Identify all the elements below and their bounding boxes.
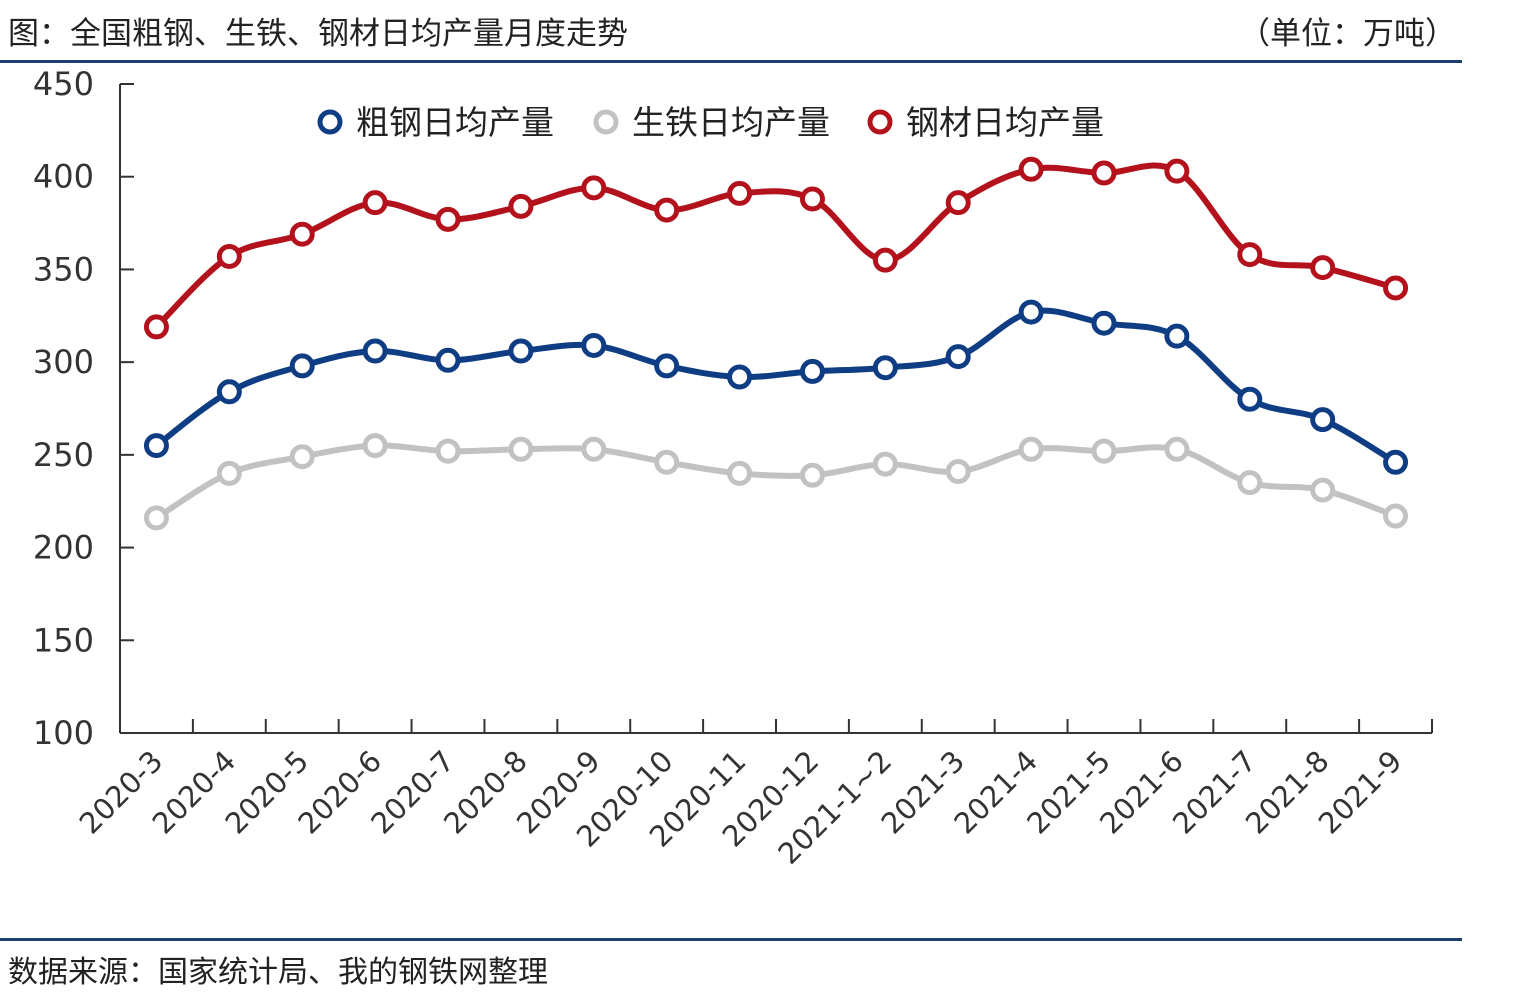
data-point	[654, 197, 680, 223]
y-tick-label: 400	[33, 158, 94, 196]
data-point	[945, 344, 971, 370]
data-point	[945, 459, 971, 485]
data-point	[799, 462, 825, 488]
series-line	[154, 162, 1397, 330]
data-point	[1237, 242, 1263, 268]
series-1	[143, 433, 1409, 531]
data-point	[872, 451, 898, 477]
y-tick-label: 450	[33, 65, 94, 103]
series-line	[154, 442, 1397, 521]
data-point	[1310, 255, 1336, 281]
data-point	[143, 314, 169, 340]
data-point	[1018, 299, 1044, 325]
data-point	[581, 436, 607, 462]
legend-label: 钢材日均产量	[906, 103, 1104, 142]
data-point	[1237, 470, 1263, 496]
data-point	[727, 364, 753, 390]
y-tick-label: 200	[33, 529, 94, 567]
data-point	[216, 379, 242, 405]
data-point	[289, 353, 315, 379]
data-point	[508, 338, 534, 364]
data-point	[872, 355, 898, 381]
data-point	[654, 449, 680, 475]
data-point	[143, 433, 169, 459]
data-point	[1164, 436, 1190, 462]
data-point	[727, 460, 753, 486]
legend-item: 钢材日均产量	[867, 103, 1104, 142]
data-point	[1164, 323, 1190, 349]
data-point	[1091, 160, 1117, 186]
series-2	[143, 156, 1409, 340]
chart-footer: 数据来源：国家统计局、我的钢铁网整理	[0, 938, 1462, 990]
data-point	[1164, 158, 1190, 184]
unit-label: （单位：万吨）	[1239, 16, 1456, 52]
data-point	[1091, 438, 1117, 464]
legend-marker	[867, 109, 893, 135]
source-note: 数据来源：国家统计局、我的钢铁网整理	[8, 955, 548, 990]
data-point	[435, 347, 461, 373]
data-point	[799, 186, 825, 212]
data-point	[216, 243, 242, 269]
data-point	[1310, 477, 1336, 503]
y-tick-label: 250	[33, 436, 94, 474]
legend-item: 生铁日均产量	[593, 103, 830, 142]
data-point	[435, 206, 461, 232]
data-point	[216, 460, 242, 486]
data-point	[362, 338, 388, 364]
series-layer	[143, 156, 1409, 531]
legend-marker	[593, 109, 619, 135]
data-point	[289, 221, 315, 247]
legend-label: 粗钢日均产量	[356, 103, 554, 142]
series-0	[143, 299, 1409, 475]
data-point	[143, 505, 169, 531]
data-point	[872, 247, 898, 273]
data-point	[435, 438, 461, 464]
data-point	[654, 353, 680, 379]
data-point	[799, 358, 825, 384]
data-point	[362, 190, 388, 216]
data-point	[581, 175, 607, 201]
legend: 粗钢日均产量 生铁日均产量 钢材日均产量	[317, 103, 1104, 142]
data-point	[1018, 156, 1044, 182]
y-tick-label: 150	[33, 621, 94, 659]
data-point	[289, 444, 315, 470]
data-point	[362, 433, 388, 459]
data-point	[1310, 407, 1336, 433]
data-point	[508, 193, 534, 219]
chart-title: 图：全国粗钢、生铁、钢材日均产量月度走势	[8, 16, 628, 52]
data-point	[508, 436, 534, 462]
series-line	[154, 307, 1398, 465]
legend-marker	[317, 109, 343, 135]
data-point	[1383, 449, 1409, 475]
data-point	[1091, 310, 1117, 336]
data-point	[581, 332, 607, 358]
legend-label: 生铁日均产量	[632, 103, 830, 142]
data-point	[727, 180, 753, 206]
data-point	[1383, 503, 1409, 529]
data-point	[1018, 436, 1044, 462]
y-tick-label: 100	[33, 714, 94, 752]
data-point	[1237, 386, 1263, 412]
data-point	[945, 190, 971, 216]
y-tick-label: 350	[33, 250, 94, 288]
x-tick-label: 2021-9	[1312, 744, 1409, 841]
data-point	[1383, 275, 1409, 301]
y-tick-label: 300	[33, 343, 94, 381]
chart-header: 图：全国粗钢、生铁、钢材日均产量月度走势 （单位：万吨）	[0, 0, 1462, 63]
legend-item: 粗钢日均产量	[317, 103, 554, 142]
